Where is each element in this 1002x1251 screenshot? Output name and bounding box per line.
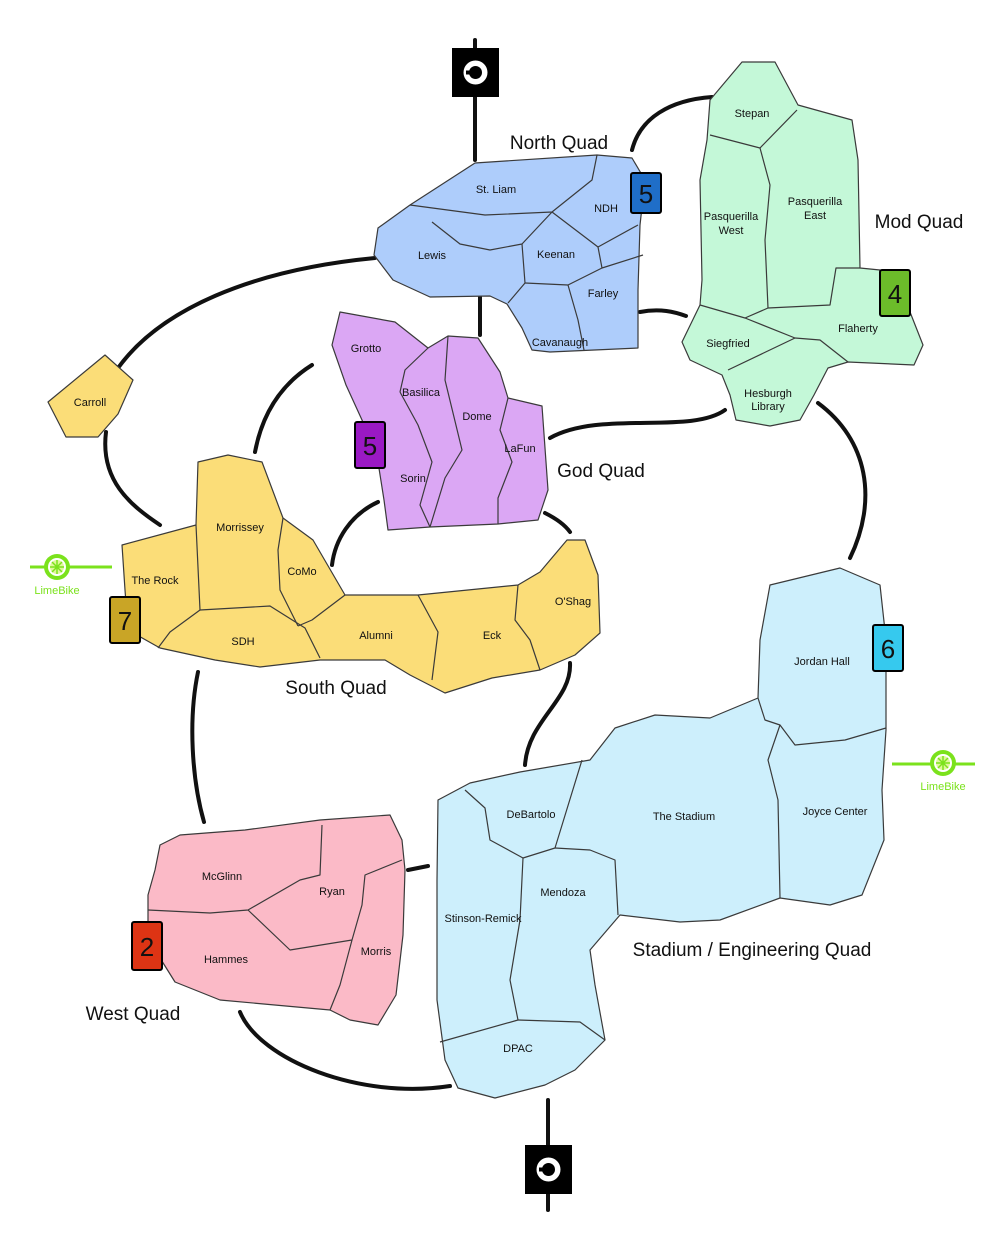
path-west-stadium-bottom	[238, 1010, 452, 1091]
cavanaugh-label[interactable]: Cavanaugh	[532, 337, 588, 349]
st-liam-label[interactable]: St. Liam	[476, 184, 516, 196]
sdh-label[interactable]: SDH	[231, 636, 254, 648]
god-quad-title: God Quad	[557, 461, 645, 482]
stadium-quad-title: Stadium / Engineering Quad	[633, 940, 872, 961]
west-quad-shape	[147, 814, 406, 1026]
limebike-icon	[930, 750, 956, 776]
path-mod-god	[548, 408, 727, 440]
limebike-label-stadium: LimeBike	[920, 781, 965, 793]
flaherty-label[interactable]: Flaherty	[838, 323, 878, 335]
hesburgh-library-label-1[interactable]: Hesburgh	[744, 388, 792, 400]
stepan-label[interactable]: Stepan	[735, 108, 770, 120]
mod-bike-count: 4	[888, 279, 902, 309]
mcglinn-label[interactable]: McGlinn	[202, 871, 242, 883]
alumni-label[interactable]: Alumni	[359, 630, 393, 642]
como-label[interactable]: CoMo	[287, 566, 316, 578]
morrissey-label[interactable]: Morrissey	[216, 522, 264, 534]
hammes-label[interactable]: Hammes	[204, 954, 249, 966]
basilica-label[interactable]: Basilica	[402, 387, 441, 399]
morris-label[interactable]: Morris	[361, 946, 392, 958]
path-mod-stadium	[816, 401, 868, 560]
path-west-stadium	[406, 864, 430, 872]
limebike-label-south: LimeBike	[34, 585, 79, 597]
west-bike-count: 2	[140, 932, 154, 962]
path-north-mod-lower	[638, 308, 688, 318]
mod-quad: Stepan Pasquerilla West Pasquerilla East…	[681, 61, 964, 427]
west-quad: McGlinn Ryan Hammes Morris West Quad 2	[86, 814, 406, 1026]
uber-icon[interactable]	[525, 1145, 572, 1194]
stinson-remick-label[interactable]: Stinson-Remick	[444, 913, 522, 925]
uber-icon[interactable]	[452, 48, 499, 97]
path-god-south-left	[330, 500, 380, 567]
stadium-quad-shape	[436, 567, 887, 1099]
north-quad-title: North Quad	[510, 133, 608, 154]
path-south-west	[190, 670, 206, 824]
mendoza-label[interactable]: Mendoza	[540, 887, 586, 899]
path-south-stadium	[523, 661, 573, 767]
south-bike-count-badge: 7	[109, 596, 141, 644]
south-quad: The Rock Morrissey CoMo SDH Alumni Eck O…	[109, 454, 601, 699]
limebike-station-stadium[interactable]: LimeBike	[892, 750, 975, 793]
stadium-engineering-quad: Jordan Hall DeBartolo The Stadium Joyce …	[436, 567, 904, 1099]
dome-label[interactable]: Dome	[462, 411, 491, 423]
oshag-label[interactable]: O'Shag	[555, 596, 591, 608]
west-bike-count-badge: 2	[131, 921, 163, 971]
stadium-bike-count-badge: 6	[872, 624, 904, 672]
building-carroll[interactable]: Carroll	[47, 354, 134, 438]
siegfried-label[interactable]: Siegfried	[706, 338, 749, 350]
path-north-lewis-carroll	[116, 256, 377, 370]
eck-label[interactable]: Eck	[483, 630, 502, 642]
mod-bike-count-badge: 4	[879, 269, 911, 317]
stadium-bike-count: 6	[881, 634, 895, 664]
walking-paths	[103, 38, 868, 1212]
path-god-south-right	[543, 511, 572, 534]
south-quad-title: South Quad	[285, 678, 386, 699]
north-quad-shape	[373, 154, 646, 353]
hesburgh-library-label-2[interactable]: Library	[751, 401, 785, 413]
grotto-label[interactable]: Grotto	[351, 343, 382, 355]
path-north-mod	[630, 95, 714, 152]
lafun-label[interactable]: LaFun	[504, 443, 535, 455]
the-stadium-label[interactable]: The Stadium	[653, 811, 715, 823]
keenan-label[interactable]: Keenan	[537, 249, 575, 261]
joyce-center-label[interactable]: Joyce Center	[803, 806, 868, 818]
mod-quad-shape	[681, 61, 924, 427]
path-grotto-morrissey	[253, 363, 314, 454]
the-rock-label[interactable]: The Rock	[131, 575, 179, 587]
limebike-icon	[44, 554, 70, 580]
debartolo-label[interactable]: DeBartolo	[507, 809, 556, 821]
west-quad-title: West Quad	[86, 1004, 181, 1025]
pasquerilla-east-label-2[interactable]: East	[804, 210, 826, 222]
north-bike-count-badge: 5	[630, 172, 662, 214]
north-quad: St. Liam NDH Lewis Keenan Farley Cavanau…	[373, 133, 662, 353]
god-quad: Grotto Basilica Dome LaFun Sorin God Qua…	[331, 311, 645, 531]
sorin-label[interactable]: Sorin	[400, 473, 426, 485]
dpac-label[interactable]: DPAC	[503, 1043, 533, 1055]
jordan-hall-label[interactable]: Jordan Hall	[794, 656, 850, 668]
lewis-label[interactable]: Lewis	[418, 250, 447, 262]
limebike-station-south[interactable]: LimeBike	[30, 554, 112, 597]
god-bike-count: 5	[363, 431, 377, 461]
carroll-shape	[47, 354, 134, 438]
god-bike-count-badge: 5	[354, 421, 386, 469]
south-quad-shape	[121, 454, 601, 694]
pasquerilla-west-label-2[interactable]: West	[719, 225, 744, 237]
farley-label[interactable]: Farley	[588, 288, 619, 300]
pasquerilla-east-label-1[interactable]: Pasquerilla	[788, 196, 843, 208]
carroll-label: Carroll	[74, 397, 106, 409]
north-bike-count: 5	[639, 179, 653, 209]
ndh-label[interactable]: NDH	[594, 203, 618, 215]
mod-quad-title: Mod Quad	[875, 212, 964, 233]
path-carroll-south	[103, 430, 162, 527]
south-bike-count: 7	[118, 606, 132, 636]
ryan-label[interactable]: Ryan	[319, 886, 345, 898]
pasquerilla-west-label-1[interactable]: Pasquerilla	[704, 211, 759, 223]
